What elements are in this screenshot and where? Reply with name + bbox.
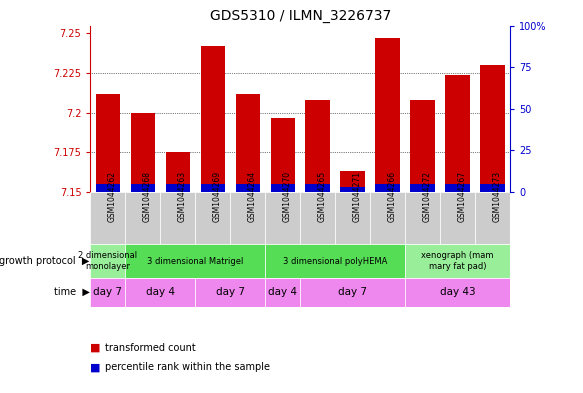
Bar	[195, 278, 265, 307]
Bar	[230, 192, 265, 244]
Bar	[410, 184, 435, 192]
Text: day 7: day 7	[338, 287, 367, 297]
Text: day 7: day 7	[216, 287, 245, 297]
Bar	[271, 184, 295, 192]
Text: 3 dimensional Matrigel: 3 dimensional Matrigel	[147, 257, 244, 266]
Text: GSM1044267: GSM1044267	[458, 171, 466, 222]
Bar	[201, 46, 225, 192]
Text: GSM1044271: GSM1044271	[353, 171, 361, 222]
Bar	[195, 192, 230, 244]
Bar	[131, 113, 155, 192]
Title: GDS5310 / ILMN_3226737: GDS5310 / ILMN_3226737	[210, 9, 391, 23]
Bar	[96, 184, 120, 192]
Bar	[90, 192, 125, 244]
Text: day 7: day 7	[93, 287, 122, 297]
Bar	[265, 244, 405, 278]
Text: time  ▶: time ▶	[54, 287, 90, 297]
Text: day 43: day 43	[440, 287, 476, 297]
Bar	[166, 184, 190, 192]
Bar	[410, 100, 435, 192]
Text: day 4: day 4	[268, 287, 297, 297]
Bar	[480, 65, 505, 192]
Bar	[236, 94, 260, 192]
Bar	[125, 244, 265, 278]
Bar	[475, 192, 510, 244]
Bar	[405, 278, 510, 307]
Bar	[125, 278, 195, 307]
Text: GSM1044269: GSM1044269	[213, 171, 222, 222]
Text: 2 dimensional
monolayer: 2 dimensional monolayer	[78, 251, 138, 271]
Bar	[265, 192, 300, 244]
Bar	[375, 38, 400, 192]
Bar	[405, 244, 510, 278]
Bar	[300, 278, 405, 307]
Bar	[340, 187, 365, 192]
Bar	[131, 184, 155, 192]
Text: GSM1044265: GSM1044265	[318, 171, 326, 222]
Text: growth protocol  ▶: growth protocol ▶	[0, 256, 90, 266]
Bar	[90, 244, 125, 278]
Bar	[236, 184, 260, 192]
Text: GSM1044266: GSM1044266	[388, 171, 396, 222]
Bar	[271, 118, 295, 192]
Text: ■: ■	[90, 343, 101, 353]
Bar	[125, 192, 160, 244]
Text: 3 dimensional polyHEMA: 3 dimensional polyHEMA	[283, 257, 388, 266]
Bar	[305, 184, 330, 192]
Bar	[201, 184, 225, 192]
Bar	[335, 192, 370, 244]
Text: xenograph (mam
mary fat pad): xenograph (mam mary fat pad)	[422, 251, 494, 271]
Bar	[445, 184, 470, 192]
Bar	[340, 171, 365, 192]
Text: GSM1044268: GSM1044268	[143, 171, 152, 222]
Text: ■: ■	[90, 362, 101, 373]
Bar	[480, 184, 505, 192]
Text: percentile rank within the sample: percentile rank within the sample	[105, 362, 270, 373]
Bar	[375, 184, 400, 192]
Bar	[305, 100, 330, 192]
Text: transformed count: transformed count	[105, 343, 196, 353]
Bar	[90, 278, 125, 307]
Bar	[160, 192, 195, 244]
Bar	[166, 152, 190, 192]
Bar	[265, 278, 300, 307]
Bar	[300, 192, 335, 244]
Bar	[96, 94, 120, 192]
Bar	[445, 75, 470, 192]
Text: GSM1044263: GSM1044263	[178, 171, 187, 222]
Bar	[405, 192, 440, 244]
Text: GSM1044262: GSM1044262	[108, 171, 117, 222]
Text: GSM1044270: GSM1044270	[283, 171, 292, 222]
Bar	[440, 192, 475, 244]
Text: GSM1044273: GSM1044273	[493, 171, 501, 222]
Text: GSM1044272: GSM1044272	[423, 171, 431, 222]
Text: day 4: day 4	[146, 287, 175, 297]
Text: GSM1044264: GSM1044264	[248, 171, 257, 222]
Bar	[370, 192, 405, 244]
